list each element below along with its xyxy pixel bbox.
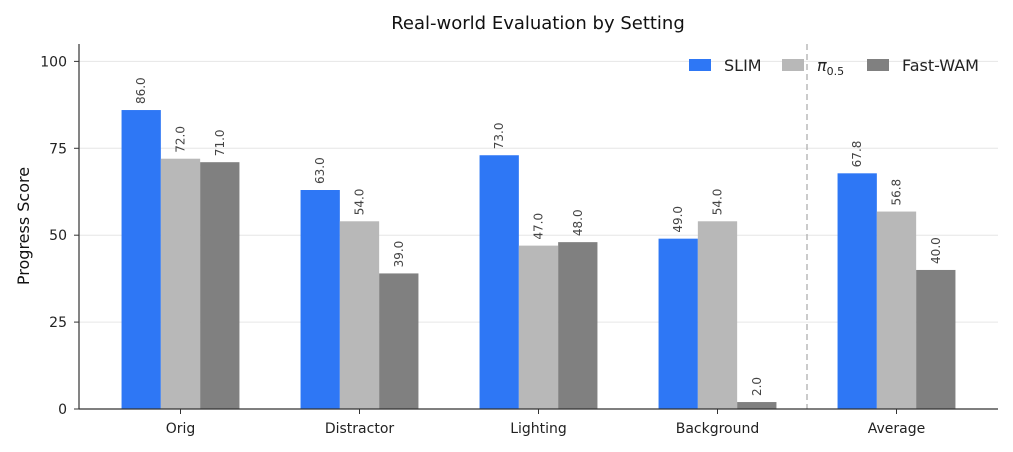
bar xyxy=(160,158,201,409)
bar xyxy=(697,221,738,409)
axes: 0 25 50 75 100 Orig Distractor Lighting Backgrou… xyxy=(40,44,998,437)
bar xyxy=(479,155,519,409)
bar-value-label: 47.0 xyxy=(532,213,546,240)
bar-value-label: 40.0 xyxy=(929,237,943,264)
bar xyxy=(737,402,777,409)
bar xyxy=(300,190,340,409)
bar xyxy=(558,242,598,409)
chart-title: Real-world Evaluation by Setting xyxy=(391,13,685,34)
bar-value-labels: 86.0 72.0 71.0 63.0 54.0 39.0 73.0 47.0 48.0 49.0… xyxy=(134,77,943,396)
bars xyxy=(121,110,956,410)
legend-swatch xyxy=(782,59,804,71)
bar-value-label: 54.0 xyxy=(353,189,367,216)
y-tick-label: 50 xyxy=(49,228,67,244)
bar-value-label: 2.0 xyxy=(750,377,764,396)
legend: SLIM π0.5 Fast-WAM xyxy=(689,56,979,78)
bar xyxy=(200,162,240,409)
legend-swatch xyxy=(689,59,711,71)
bar-value-label: 49.0 xyxy=(671,206,685,233)
bar xyxy=(916,269,956,409)
legend-label: π0.5 xyxy=(817,56,844,78)
bar-value-label: 39.0 xyxy=(392,241,406,268)
x-tick-label: Lighting xyxy=(510,421,567,437)
legend-label: SLIM xyxy=(724,56,762,75)
bar xyxy=(379,273,419,409)
bar-value-label: 86.0 xyxy=(134,77,148,104)
legend-label: Fast-WAM xyxy=(902,56,979,75)
y-axis-label: Progress Score xyxy=(14,167,33,285)
bar-value-label: 71.0 xyxy=(213,129,227,156)
y-tick-label: 100 xyxy=(40,54,67,70)
y-tick-label: 0 xyxy=(58,402,67,418)
bar-value-label: 63.0 xyxy=(313,157,327,184)
y-tick-label: 25 xyxy=(49,315,67,331)
bar-value-label: 72.0 xyxy=(174,126,188,153)
bar xyxy=(876,211,917,409)
x-tick-label: Average xyxy=(868,421,926,437)
y-tick-label: 75 xyxy=(49,141,67,157)
x-tick-label: Orig xyxy=(166,421,196,437)
x-tick-label: Background xyxy=(676,421,760,437)
bar xyxy=(518,245,559,409)
bar-value-label: 48.0 xyxy=(571,209,585,236)
bar xyxy=(339,221,380,409)
bar xyxy=(658,238,698,409)
bar-value-label: 73.0 xyxy=(492,123,506,150)
bar xyxy=(121,110,161,410)
bar xyxy=(837,173,877,409)
bar-value-label: 54.0 xyxy=(711,189,725,216)
bar-value-label: 67.8 xyxy=(850,141,864,168)
legend-swatch xyxy=(867,59,889,71)
x-tick-label: Distractor xyxy=(325,421,395,437)
bar-value-label: 56.8 xyxy=(890,179,904,206)
